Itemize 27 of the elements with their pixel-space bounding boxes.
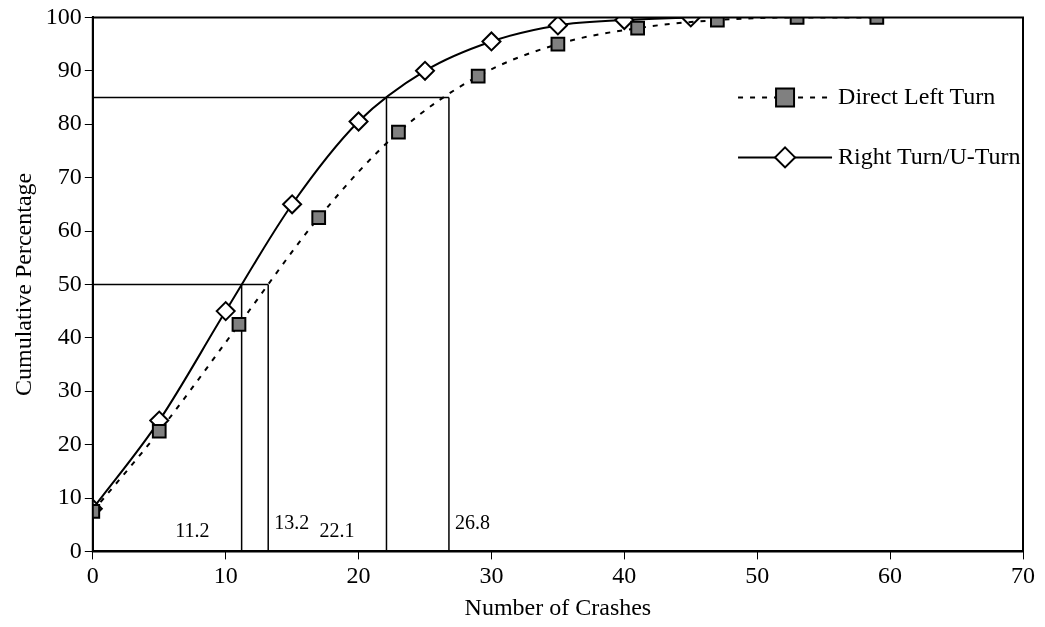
x-tick-label: 40 (612, 562, 637, 589)
y-tick-label: 90 (57, 56, 82, 83)
legend-label: Direct Left Turn (838, 82, 996, 109)
x-tick-label: 0 (86, 562, 99, 589)
x-tick-label: 70 (1011, 562, 1035, 589)
ref-line-label: 26.8 (454, 511, 490, 534)
x-tick-label: 10 (213, 562, 238, 589)
ref-line-label: 22.1 (319, 519, 355, 542)
x-tick-label: 30 (479, 562, 504, 589)
y-tick-label: 0 (69, 536, 82, 563)
ref-line-label: 13.2 (274, 511, 310, 534)
x-tick-label: 20 (346, 562, 371, 589)
y-axis-title: Cumulative Percentage (9, 172, 36, 397)
y-tick-label: 80 (57, 109, 82, 136)
x-tick-label: 60 (878, 562, 903, 589)
y-tick-label: 100 (45, 2, 82, 29)
y-tick-label: 70 (57, 162, 82, 189)
legend-label: Right Turn/U-Turn (838, 142, 1021, 169)
y-tick-label: 40 (57, 323, 82, 350)
x-tick-label: 50 (745, 562, 770, 589)
y-tick-label: 30 (57, 376, 82, 403)
ref-line-label: 11.2 (175, 519, 210, 542)
x-axis-title: Number of Crashes (464, 593, 652, 620)
y-tick-label: 60 (57, 216, 82, 243)
y-tick-label: 20 (57, 429, 82, 456)
y-tick-label: 10 (57, 483, 82, 510)
y-tick-label: 50 (57, 269, 82, 296)
